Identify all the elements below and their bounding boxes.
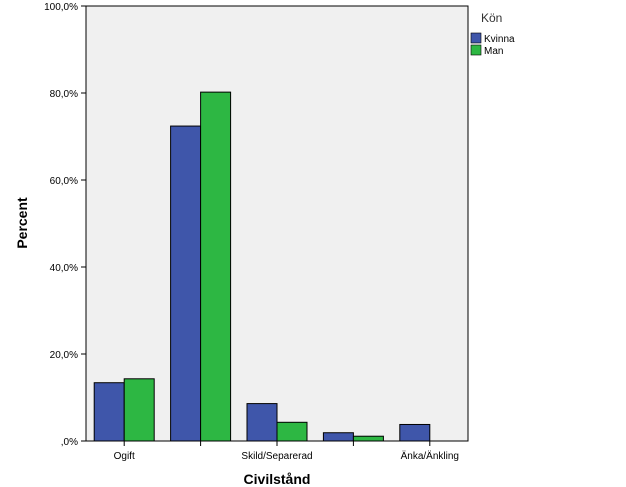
bar-man-0 <box>123 378 155 442</box>
bar-kvinna-1 <box>170 125 202 442</box>
bar-kvinna-0 <box>93 382 125 442</box>
y-tick-label: 20,0% <box>50 350 78 361</box>
legend-swatch-kvinna <box>470 32 482 44</box>
bar-man-2 <box>276 421 308 442</box>
y-tick-label: 100,0% <box>44 2 78 13</box>
x-tick-label: Skild/Separerad <box>241 451 312 462</box>
x-axis-title: Civilstånd <box>244 471 311 487</box>
legend-swatch-man <box>470 44 482 56</box>
y-axis: ,0% 20,0% 40,0% 60,0% 80,0% 100,0% <box>44 2 86 448</box>
bar-kvinna-3 <box>322 432 354 442</box>
y-tick-label: 40,0% <box>50 263 78 274</box>
legend: Kön Kvinna Man <box>470 11 515 57</box>
x-tick-label: Ogift <box>114 451 135 462</box>
y-tick-label: 80,0% <box>50 89 78 100</box>
bars <box>93 91 431 442</box>
x-axis: Ogift Skild/Separerad Änka/Änkling <box>114 441 459 462</box>
bar-man-3 <box>352 435 384 442</box>
y-tick-label: 60,0% <box>50 176 78 187</box>
bar-kvinna-2 <box>246 403 278 442</box>
y-axis-title: Percent <box>14 197 30 249</box>
bar-kvinna-4 <box>399 423 431 442</box>
legend-label-kvinna: Kvinna <box>484 34 515 45</box>
y-tick-label: ,0% <box>61 437 78 448</box>
x-tick-label: Änka/Änkling <box>401 450 459 462</box>
bar-man-1 <box>200 91 232 442</box>
plot-area <box>85 5 469 442</box>
legend-label-man: Man <box>484 46 503 57</box>
legend-title: Kön <box>481 11 502 25</box>
